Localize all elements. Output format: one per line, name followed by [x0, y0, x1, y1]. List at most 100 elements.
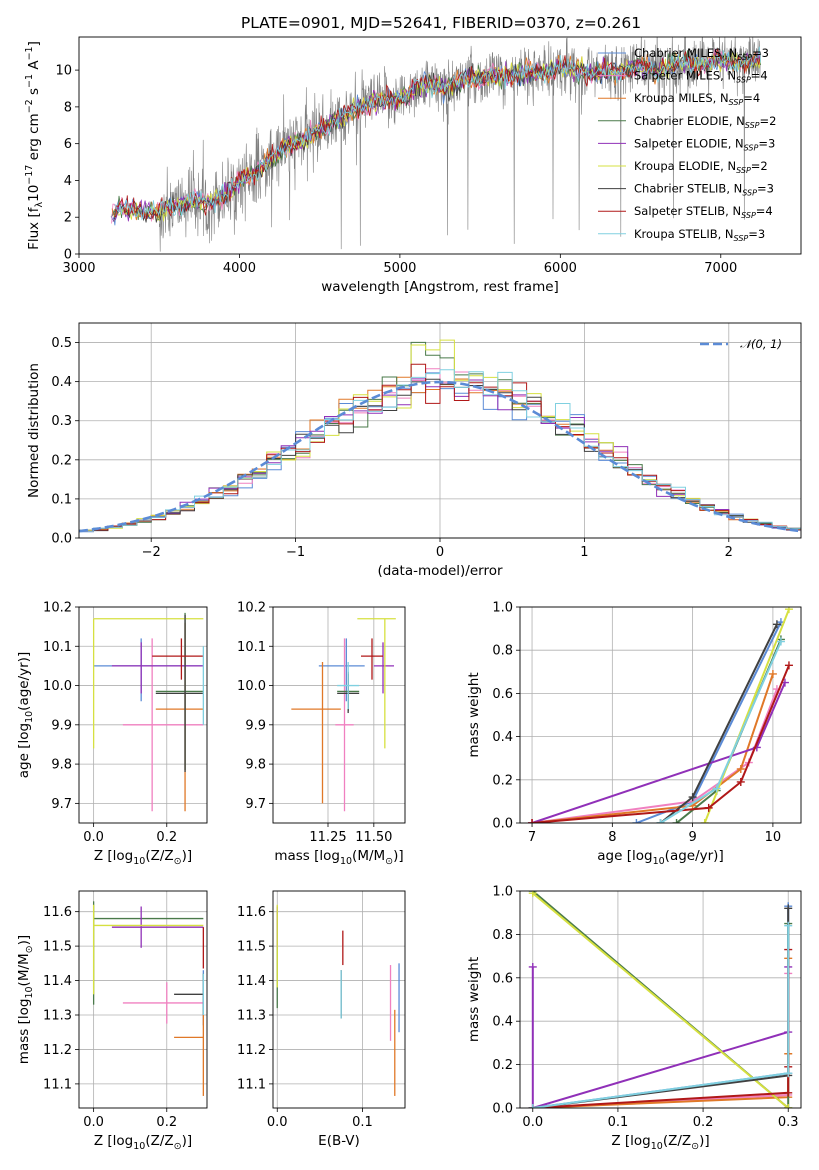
mass-weight-marker-7: [528, 819, 537, 823]
mass-vs-metallicity-panel: 0.0 0.211.111.211.311.411.511.6Z [log10(Z…: [16, 890, 208, 1152]
mass-weight-marker-8: [712, 784, 721, 793]
x-tick-label: −2: [142, 545, 161, 560]
label-part: Salpeter MILES, N: [634, 69, 736, 83]
y-tick-label: 0.4: [492, 730, 513, 745]
mass-weight-line-2: [531, 673, 774, 823]
label-part: Kroupa MILES, N: [634, 91, 729, 105]
mass-weight-marker-6: [772, 620, 781, 629]
x-tick-label: 6000: [544, 261, 577, 276]
legend-label: Kroupa STELIB, NSSP=3: [634, 227, 765, 243]
y-tick-label: 11.3: [237, 1009, 266, 1024]
label-part: −17: [24, 165, 35, 185]
mass-weight-line-1: [532, 973, 790, 1108]
y-tick-label: 1.0: [492, 601, 513, 616]
label-part: 10: [651, 1141, 663, 1152]
label-part: Chabrier MILES, N: [634, 46, 737, 60]
label-part: ⊙: [174, 856, 182, 867]
x-tick-label: 9: [688, 830, 696, 845]
label-part: )]: [182, 1133, 193, 1149]
legend-label: Chabrier MILES, NSSP=3: [634, 46, 769, 62]
label-part: (age/yr)]: [16, 652, 32, 711]
y-axis-label: age [log10(age/yr)]: [16, 652, 35, 778]
y-tick-label: 11.5: [43, 940, 72, 955]
mass-weight-marker-0: [632, 819, 641, 823]
legend-label: Kroupa ELODIE, NSSP=2: [634, 159, 768, 175]
mass-weight-line-1: [531, 688, 778, 823]
label-part: ⊙: [24, 945, 35, 953]
y-tick-label: 10.1: [237, 640, 266, 655]
y-tick-label: 0.1: [51, 492, 72, 507]
y-tick-label: 1.0: [492, 885, 513, 900]
label-part: −1: [24, 74, 35, 88]
label-part: Salpeter STELIB, N: [634, 204, 741, 218]
label-part: )]: [182, 848, 193, 864]
y-tick-label: 0.6: [492, 687, 513, 702]
label-part: λ: [34, 202, 45, 208]
label-part: (data-model)/error: [377, 563, 503, 579]
legend-label: Kroupa MILES, NSSP=4: [634, 91, 760, 107]
label-part: Chabrier STELIB, N: [634, 182, 742, 196]
x-tick-label: 8: [608, 830, 616, 845]
mass-weight-marker-8: [784, 921, 793, 930]
axes-frame: [78, 890, 208, 1109]
label-part: 10: [340, 856, 352, 867]
x-tick-label: 3000: [62, 261, 95, 276]
x-tick-label: 7000: [704, 261, 737, 276]
y-tick-label: 0.6: [492, 971, 513, 986]
label-part: SSP: [745, 121, 760, 130]
label-part: (Z/Z: [663, 1133, 691, 1149]
label-part: SSP: [741, 211, 756, 220]
axes-frame: [78, 36, 802, 255]
label-part: ]: [26, 41, 42, 46]
label-part: 10: [133, 1141, 145, 1152]
mass-weight-marker-3: [672, 819, 681, 823]
y-tick-label: 10.1: [43, 640, 72, 655]
label-part: mass [log: [16, 999, 32, 1065]
plot-area: [92, 612, 204, 812]
y-tick-label: 11.6: [237, 905, 266, 920]
x-tick-label: 0.1: [608, 1115, 629, 1130]
label-part: 10: [24, 711, 35, 723]
y-tick-label: 11.1: [237, 1077, 266, 1092]
residual-histogram-8: [79, 369, 801, 534]
mass-vs-reddening-panel: 0.0 0.1 11.1 11.2 11.3 11.4 11.5 11.6 E(B-V): [237, 890, 406, 1149]
label-part: SSP: [734, 234, 749, 243]
plot-area: [528, 607, 793, 823]
y-tick-label: 9.7: [51, 797, 72, 812]
x-tick-label: 7: [528, 830, 536, 845]
y-tick-label: 9.9: [245, 718, 266, 733]
axes-frame: [78, 322, 802, 539]
y-axis-label: mass [log10(M/M⊙)]: [16, 935, 35, 1064]
mass-weight-marker-6: [784, 904, 793, 913]
x-axis-label: Z [log10(Z/Z⊙)]: [94, 1133, 192, 1152]
label-part: Kroupa ELODIE, N: [634, 159, 736, 173]
label-part: (M/M: [16, 953, 32, 986]
y-tick-label: 0.3: [51, 414, 72, 429]
axes-frame: [272, 890, 406, 1109]
y-axis-label: Normed distribution: [26, 363, 42, 498]
x-tick-label: 0.2: [693, 1115, 714, 1130]
x-tick-label: 0.0: [522, 1115, 543, 1130]
label-part: =3: [752, 46, 769, 60]
plot-area: [79, 339, 801, 534]
y-tick-label: 11.5: [237, 940, 266, 955]
legend-label: Salpeter MILES, NSSP=4: [634, 69, 768, 85]
mass-weight-marker-2: [736, 765, 745, 773]
axes-frame: [519, 606, 802, 824]
y-tick-label: 11.2: [43, 1043, 72, 1058]
label-part: Z [log: [94, 848, 133, 864]
y-tick-label: 0.0: [51, 532, 72, 547]
label-part: )]: [699, 1133, 710, 1149]
y-tick-label: 11.2: [237, 1043, 266, 1058]
x-tick-label: 0.3: [778, 1115, 799, 1130]
label-part: ⊙: [385, 856, 393, 867]
x-axis-label: (data-model)/error: [377, 563, 503, 579]
x-axis-label: Z [log10(Z/Z⊙)]: [611, 1133, 709, 1152]
mass-weight-marker-5: [700, 819, 709, 823]
spectrum-panel: 3000 4000 5000 6000 7000 0 2 4 6 8 10 wavelength [A…: [24, 36, 802, 295]
observed-spectrum: [110, 37, 761, 252]
y-tick-label: 11.4: [237, 974, 266, 989]
y-tick-label: 0.2: [492, 1058, 513, 1073]
label-part: age [log: [597, 848, 652, 864]
